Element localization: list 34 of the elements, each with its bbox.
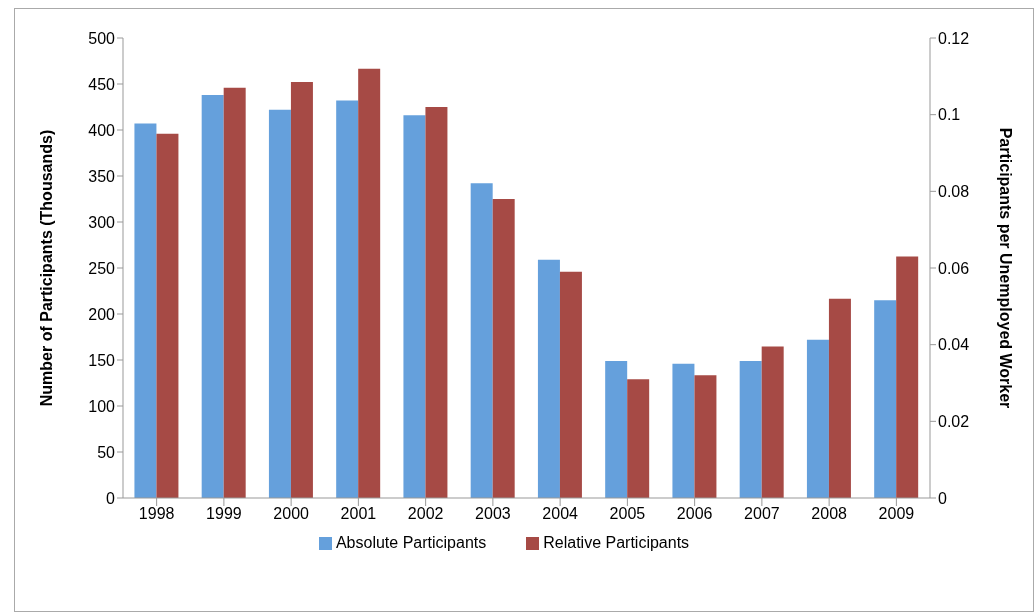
y-tick-label: 400 bbox=[88, 121, 116, 139]
y2-tick-label: 0.12 bbox=[938, 29, 970, 47]
legend-label: Relative Participants bbox=[543, 534, 690, 551]
y2-tick-label: 0.02 bbox=[938, 413, 970, 431]
y-tick-label: 450 bbox=[88, 75, 116, 93]
x-tick-label: 1999 bbox=[206, 505, 242, 523]
y-tick-label: 250 bbox=[88, 259, 116, 277]
y-tick-label: 150 bbox=[88, 351, 116, 369]
y2-tick-label: 0.04 bbox=[938, 336, 970, 354]
x-tick-label: 2006 bbox=[676, 505, 713, 523]
x-tick-label: 2003 bbox=[475, 505, 511, 523]
x-tick-label: 2001 bbox=[340, 505, 377, 523]
x-tick-label: 2008 bbox=[811, 505, 848, 523]
y-tick-label: 200 bbox=[88, 305, 116, 323]
y2-axis-title: Participants per Unemployed Worker bbox=[997, 127, 1015, 409]
y2-tick-label: 0.08 bbox=[938, 183, 970, 201]
y2-tick-label: 0.06 bbox=[938, 259, 970, 277]
y-axis-title: Number of Participants (Thousands) bbox=[37, 129, 55, 407]
x-tick-label: 2004 bbox=[542, 505, 579, 523]
y-tick-label: 0 bbox=[106, 489, 116, 507]
x-tick-label: 2005 bbox=[609, 505, 646, 523]
y-tick-label: 300 bbox=[88, 213, 116, 231]
x-tick-label: 2007 bbox=[744, 505, 780, 523]
y2-tick-label: 0 bbox=[938, 489, 947, 507]
y-tick-label: 500 bbox=[88, 29, 116, 47]
legend-label: Absolute Participants bbox=[335, 534, 487, 551]
x-tick-label: 2009 bbox=[878, 505, 915, 523]
x-tick-label: 2000 bbox=[273, 505, 310, 523]
y-tick-label: 350 bbox=[88, 167, 116, 185]
x-tick-label: 1998 bbox=[138, 505, 175, 523]
y-tick-label: 100 bbox=[88, 397, 116, 415]
x-tick-label: 2002 bbox=[407, 505, 444, 523]
y-tick-label: 50 bbox=[97, 443, 116, 461]
y2-tick-label: 0.1 bbox=[938, 106, 961, 124]
